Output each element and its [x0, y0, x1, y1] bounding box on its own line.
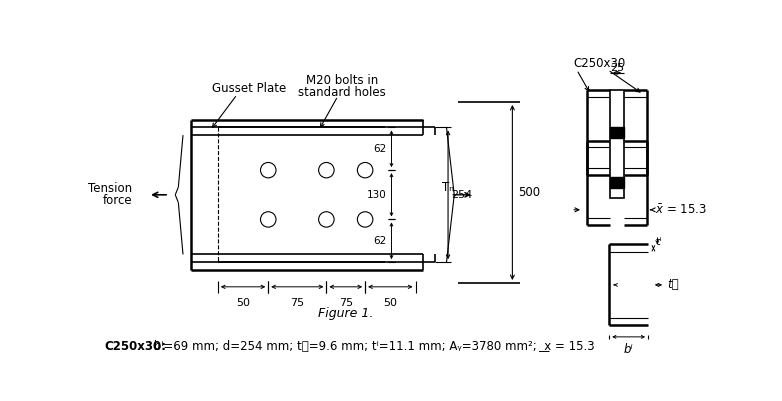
Text: 500: 500 [518, 186, 540, 199]
Text: Tension: Tension [88, 182, 133, 195]
Text: 75: 75 [290, 298, 304, 308]
Text: $\bar{x}$ = 15.3: $\bar{x}$ = 15.3 [655, 203, 707, 217]
Bar [610, 128, 624, 138]
Text: 62: 62 [374, 236, 387, 246]
Text: 50: 50 [236, 298, 250, 308]
Bar [610, 91, 624, 198]
Text: C250x30: C250x30 [574, 57, 626, 70]
Text: M20 bolts in: M20 bolts in [306, 74, 378, 87]
Text: bⁱ: bⁱ [624, 343, 633, 356]
Text: standard holes: standard holes [298, 85, 386, 99]
Text: tⁱ: tⁱ [656, 237, 662, 247]
Text: C250x30:: C250x30: [104, 340, 166, 353]
Text: 130: 130 [367, 190, 387, 200]
Bar [610, 178, 624, 188]
Text: 75: 75 [339, 298, 353, 308]
Text: 254: 254 [451, 190, 472, 200]
Text: force: force [103, 194, 133, 207]
Text: Tₙ: Tₙ [442, 180, 454, 194]
Text: Figure 1.: Figure 1. [318, 307, 374, 320]
Text: 62: 62 [374, 144, 387, 154]
Text: 25: 25 [610, 63, 624, 73]
Text: tᵰ: tᵰ [667, 278, 679, 292]
Text: 50: 50 [383, 298, 397, 308]
Text: Gusset Plate: Gusset Plate [212, 82, 286, 95]
Text: bⁱ=69 mm; d=254 mm; tᵰ=9.6 mm; tⁱ=11.1 mm; Aᵧ=3780 mm²;  ͟x = 15.3: bⁱ=69 mm; d=254 mm; tᵰ=9.6 mm; tⁱ=11.1 m… [150, 340, 595, 353]
